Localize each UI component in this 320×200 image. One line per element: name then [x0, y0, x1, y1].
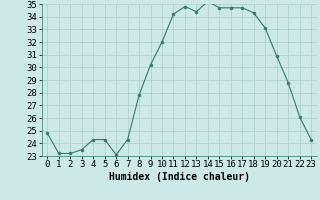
X-axis label: Humidex (Indice chaleur): Humidex (Indice chaleur) — [109, 172, 250, 182]
